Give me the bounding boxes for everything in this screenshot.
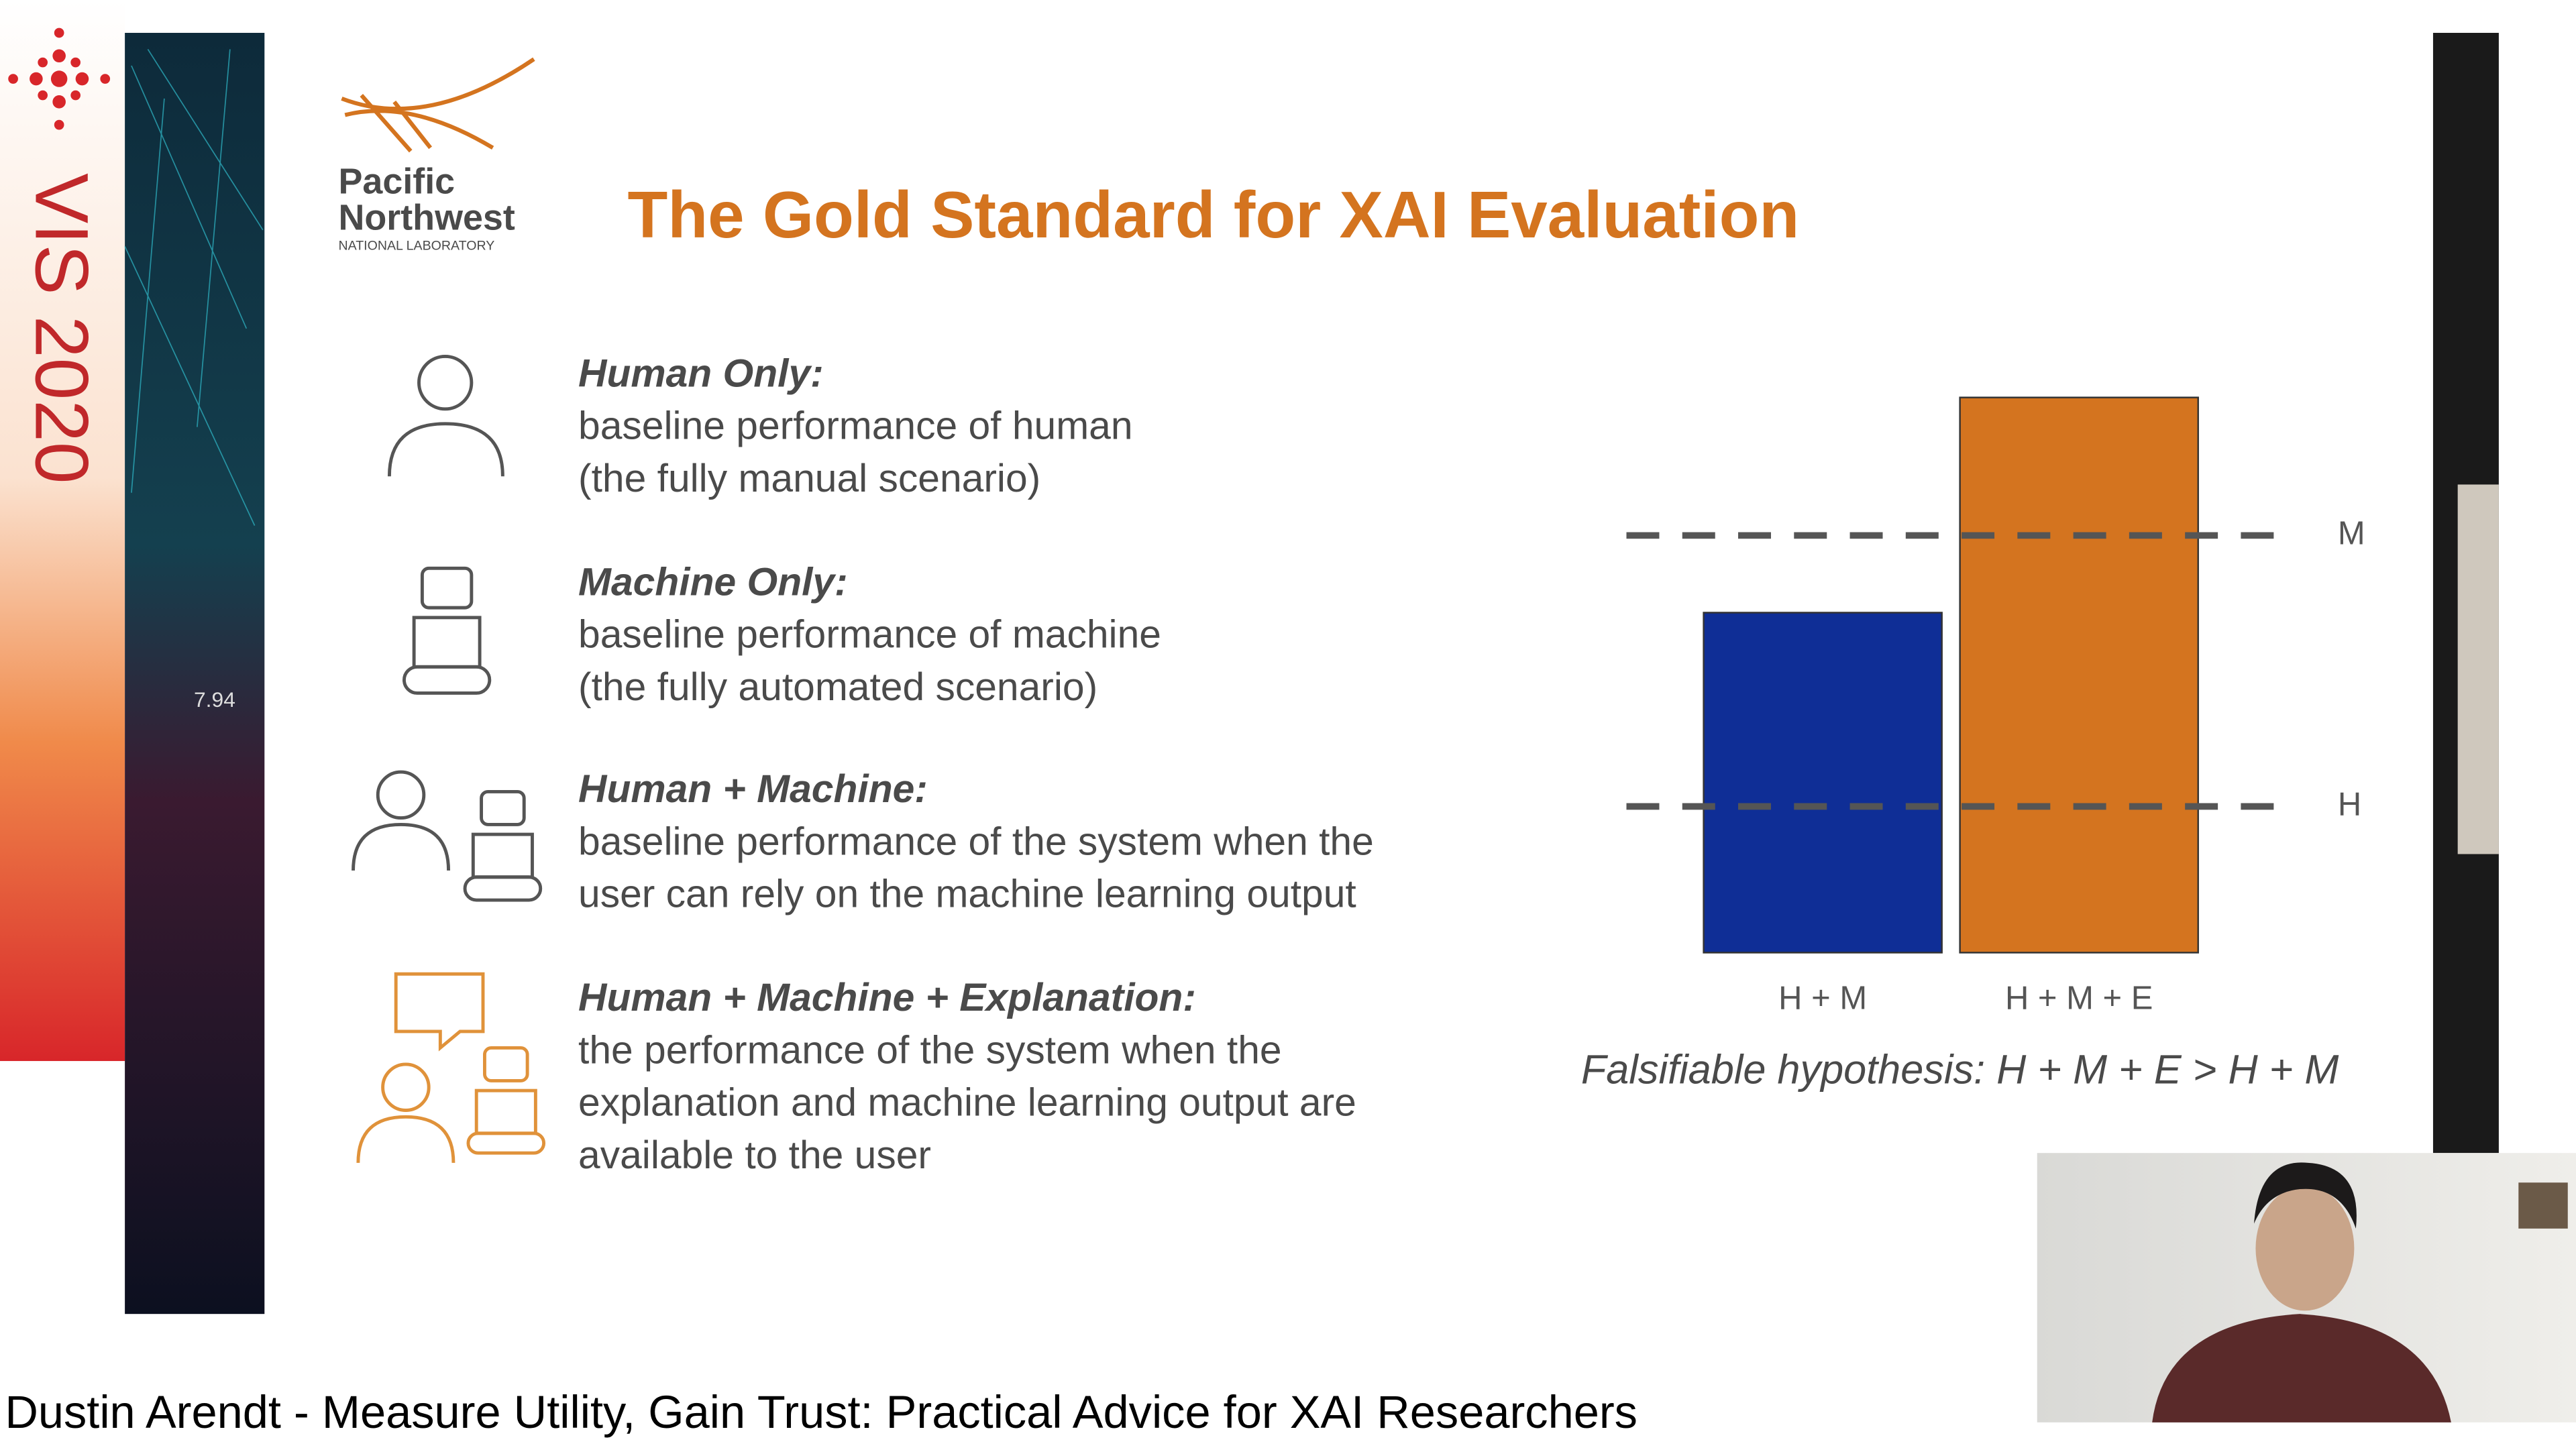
item-text: user can rely on the machine learning ou…: [578, 873, 1356, 916]
reference-label: M: [2338, 515, 2365, 551]
item-text: baseline performance of machine: [578, 613, 1161, 657]
logo-text: Northwest: [338, 197, 515, 237]
banner-text: VIS 2020: [20, 173, 105, 484]
video-caption: Dustin Arendt - Measure Utility, Gain Tr…: [5, 1386, 1638, 1438]
slide-title: The Gold Standard for XAI Evaluation: [628, 178, 1800, 252]
chart: H + M H + M + E M H Falsifiable hypothesis: …: [1581, 396, 2365, 1092]
bar: [1703, 612, 1943, 954]
side-thumbnail: [2457, 484, 2499, 854]
item-text: explanation and machine learning output …: [578, 1081, 1356, 1125]
strip-label: 7.94: [194, 687, 235, 712]
item-text: (the fully manual scenario): [578, 457, 1040, 500]
banner: [0, 0, 125, 1062]
pnnl-logo: Pacific Northwest NATIONAL LABORATORY: [338, 57, 535, 254]
item-heading: Human Only:: [578, 351, 824, 395]
icons: [352, 354, 543, 902]
item-text: the performance of the system when the: [578, 1028, 1282, 1072]
item-list: Human Only: baseline performance of human…: [578, 351, 1374, 1177]
strip-lines: [124, 49, 264, 526]
logo-text: Pacific: [338, 162, 455, 202]
logo-sub: NATIONAL LABORATORY: [338, 239, 494, 254]
chart-caption: Falsifiable hypothesis: H + M + E > H + …: [1581, 1046, 2339, 1092]
item-text: available to the user: [578, 1133, 931, 1177]
bar: [1959, 396, 2199, 954]
webcam: [2037, 1153, 2576, 1422]
x-tick-label: H + M: [1778, 980, 1867, 1016]
item-heading: Human + Machine:: [578, 767, 928, 811]
item-heading: Human + Machine + Explanation:: [578, 976, 1196, 1019]
item-text: baseline performance of human: [578, 404, 1132, 448]
x-tick-label: H + M + E: [2005, 980, 2153, 1016]
item-text: (the fully automated scenario): [578, 665, 1097, 709]
reference-label: H: [2338, 786, 2361, 822]
icons: [356, 972, 546, 1163]
item-text: baseline performance of the system when …: [578, 820, 1374, 863]
item-heading: Machine Only:: [578, 560, 848, 604]
vis-logo: [8, 27, 111, 130]
image-strip: [125, 32, 265, 1315]
